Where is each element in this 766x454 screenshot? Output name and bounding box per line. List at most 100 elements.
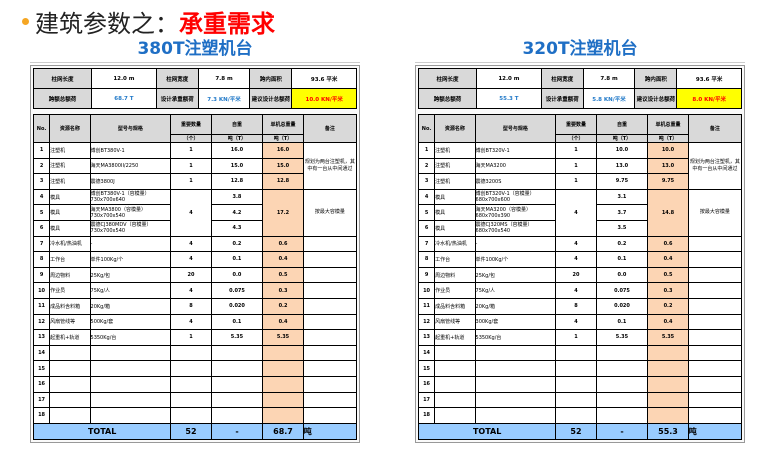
total-weight: 0.5 [663, 272, 673, 279]
total-weight: 5.35 [276, 334, 290, 341]
total-weight: 14.8 [661, 209, 675, 216]
label: 建议设计总额荷 [251, 96, 291, 103]
quantity: 1 [574, 178, 578, 185]
header-no: No. [421, 125, 432, 132]
building-info-table: 柱网长度 12.0 m 柱网宽度 7.8 m 跨内面积 93.6 平米 跨额总额荷 55.3… [417, 68, 742, 109]
quantity: 8 [574, 303, 578, 310]
total-weight: 5.35 [661, 334, 675, 341]
row-no: 10 [423, 287, 431, 294]
table-row: 16 [417, 375, 743, 393]
row-no: 8 [424, 256, 429, 263]
model-spec: 5350Kg/台 [475, 334, 502, 341]
table-row: 3 注塑机 震德3800J 1 12.8 12.8 [32, 173, 357, 190]
total-weight: 0.2 [663, 303, 673, 310]
model-spec: 海天MA3800II/2250 [90, 163, 139, 170]
total-qty: 52 [185, 426, 197, 436]
unit-weight: 0.2 [617, 240, 627, 247]
header-remark: 备注 [324, 126, 335, 132]
quantity: 20 [572, 272, 580, 279]
model-spec: 震德3200S [475, 178, 502, 185]
model-spec: 震德CJ380MDV（容模量）730x700x540 [90, 222, 152, 235]
resource-name: 模具 [435, 210, 446, 217]
resource-name: 注塑机 [50, 178, 66, 185]
total-weight: 0.3 [278, 287, 288, 294]
header-qty: 重要数量 [565, 122, 586, 128]
table-row: 17 [417, 391, 743, 409]
table-row: 4 模具 博创BT380V-1（容模量）730x700x640 4 3.8 17.2 按最大… [32, 188, 358, 237]
table-row: 8 工作台 单件100Kg/个 4 0.1 0.4 [417, 251, 743, 268]
row-no: 2 [424, 162, 429, 169]
unit-weight: 3.8 [232, 194, 242, 201]
header-weight: 自重 [616, 122, 627, 128]
model-spec: 海天MA3200（容模量）680x700x390 [475, 206, 531, 219]
quantity: 1 [189, 162, 193, 169]
resource-name: 模具 [50, 194, 61, 201]
unit: 吨（T） [227, 136, 247, 142]
machine-panel-1: 320T注塑机台 柱网长度 12.0 m 柱网宽度 7.8 m 跨内面积 93.6 平米 … [415, 36, 745, 443]
model-spec: 25Kg/包 [475, 272, 496, 279]
header-model: 型号与规格 [117, 126, 143, 132]
total-load: 55.3 T [499, 95, 519, 102]
resource-name: 起重机+轨道 [435, 334, 465, 341]
column-length: 12.0 m [498, 75, 520, 82]
resource-name: 作业员 [435, 288, 451, 295]
resource-name: 注塑机 [435, 163, 451, 170]
model-spec: 博创BT320V-1（容模量）680x700x600 [475, 191, 535, 204]
table-row: 1 注塑机 博创BT320V-1 1 10.0 10.0 规划为两台注塑机，其中有一台从中间… [417, 142, 743, 190]
remark: 按最大容模量 [699, 209, 730, 216]
table-row: 1 注塑机 博创BT380V-1 1 16.0 16.0 规划为两台注塑机，其中有一台从中间… [32, 142, 358, 190]
unit-weight: 0.0 [232, 272, 242, 279]
remark: 规划为两台注塑机，其中有一台从中间通过 [689, 158, 740, 172]
table-row: 13 起重机+轨道 5350Kg/台 1 5.35 5.35 [32, 329, 358, 346]
model-spec: 20Kg/箱 [90, 303, 111, 310]
row-no: 9 [39, 272, 44, 279]
ton-unit: 吨 [303, 426, 312, 436]
resource-name: 风扇管线等 [435, 319, 461, 326]
resource-name: 成品料含料箱 [50, 303, 81, 310]
label: 柱网长度 [436, 76, 459, 83]
table-row: 4 模具 博创BT320V-1（容模量）680x700x600 4 3.1 14.8 按最大… [417, 188, 743, 237]
model-spec: - [475, 240, 478, 247]
quantity: 1 [574, 147, 578, 154]
resource-name: 注塑机 [50, 163, 66, 170]
unit-weight: 3.7 [617, 209, 627, 216]
bullet-icon [22, 18, 29, 25]
label: 跨额总额荷 [433, 96, 462, 103]
resource-name: 周边物料 [435, 272, 456, 279]
table-row: 8 工作台 单件100Kg/个 4 0.1 0.4 [32, 251, 358, 268]
unit-weight: 9.75 [615, 178, 629, 185]
table-row: 10 作业员 75Kg/人 4 0.075 0.3 [32, 282, 358, 299]
resource-name: 注塑机 [435, 147, 451, 154]
unit: （个） [568, 136, 584, 142]
table-row: 14 [417, 344, 743, 362]
unit-weight: 0.1 [232, 318, 242, 325]
model-spec: 20Kg/箱 [475, 303, 496, 310]
model-spec: 单件100Kg/个 [90, 256, 124, 263]
unit-weight: 15.0 [230, 162, 244, 169]
row-no: 17 [423, 396, 431, 403]
row-no: 4 [39, 194, 44, 201]
resource-name: 成品料含料箱 [435, 303, 466, 310]
row-no: 12 [38, 318, 46, 325]
unit-weight: 16.0 [230, 147, 244, 154]
resource-name: 工作台 [435, 256, 451, 263]
total-weight: 0.4 [278, 318, 288, 325]
table-row: 12 风扇管线等 500Kg/套 4 0.1 0.4 [32, 313, 358, 331]
unit-weight: 5.35 [615, 334, 629, 341]
total-weight: 16.0 [276, 147, 290, 154]
design-load: 5.8 KN/平米 [592, 96, 626, 103]
model-spec: - [90, 240, 93, 247]
model-spec: 500Kg/套 [90, 319, 114, 326]
quantity: 1 [189, 178, 193, 185]
table-row: 5 模具 海天MA3200（容模量）680x700x390 3.7 [417, 204, 742, 221]
table-row: 12 风扇管线等 300Kg/套 4 0.1 0.4 [417, 313, 743, 331]
label: 跨额总额荷 [48, 96, 77, 103]
quantity: 1 [574, 162, 578, 169]
table-row: 3 注塑机 震德3200S 1 9.75 9.75 [417, 173, 742, 190]
total-weight: 0.3 [663, 287, 673, 294]
total-weight: 0.5 [278, 272, 288, 279]
area: 93.6 平米 [695, 76, 723, 83]
table-row: 18 [32, 407, 358, 424]
row-no: 4 [424, 194, 429, 201]
table-row: 13 起重机+轨道 5350Kg/台 1 5.35 5.35 [417, 329, 743, 346]
